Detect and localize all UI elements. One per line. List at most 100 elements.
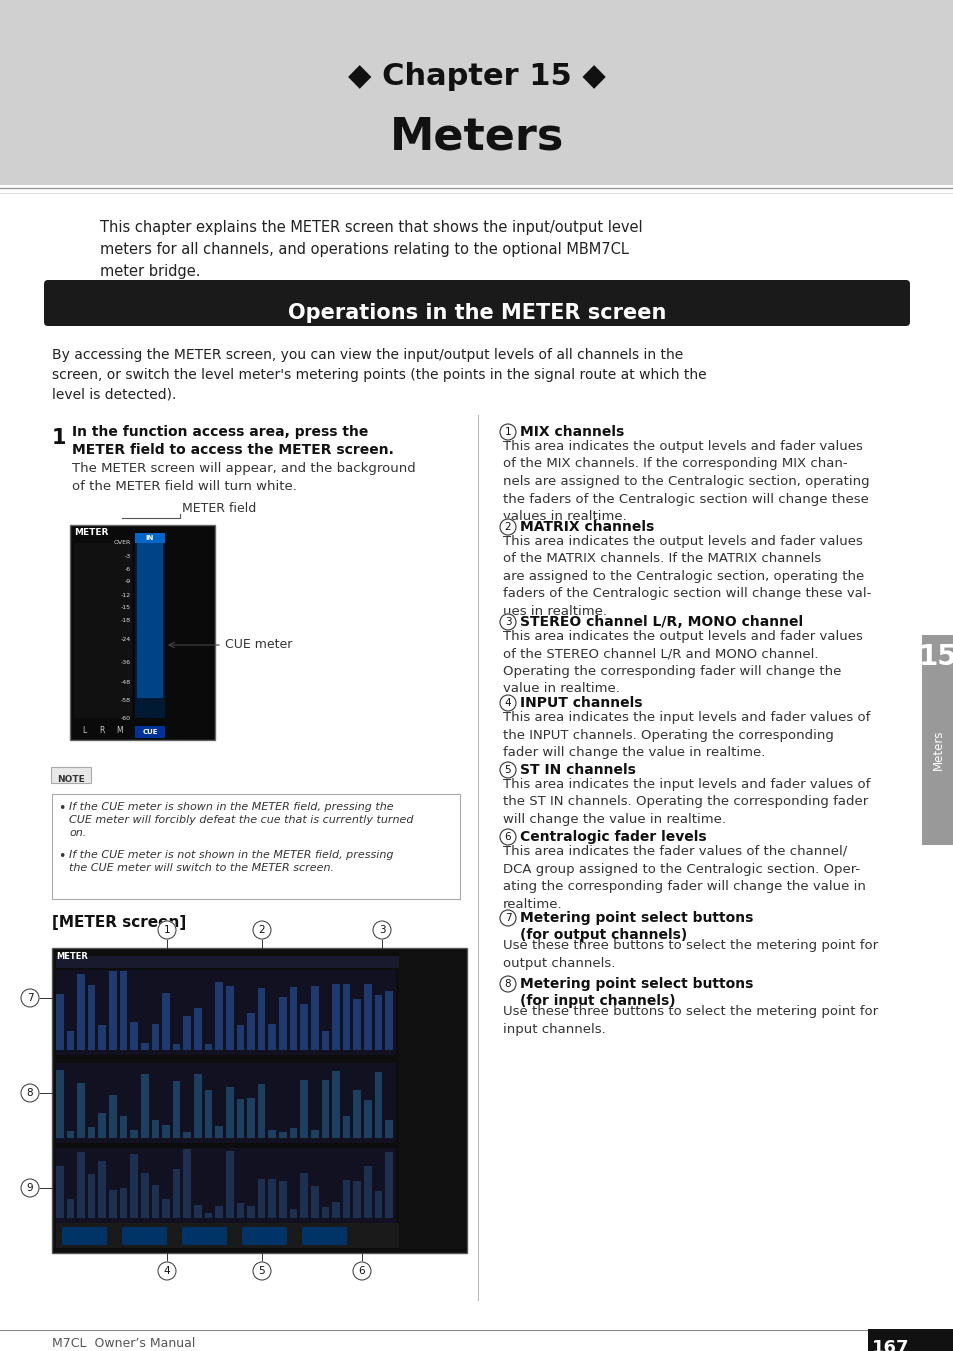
- Text: CUE: CUE: [142, 730, 157, 735]
- Bar: [52, 794, 459, 898]
- Text: Use these three buttons to select the metering point for
output channels.: Use these three buttons to select the me…: [502, 939, 877, 970]
- Bar: [311, 1186, 318, 1219]
- Bar: [67, 1198, 74, 1219]
- Bar: [279, 1181, 287, 1219]
- FancyBboxPatch shape: [51, 767, 91, 784]
- Text: -58: -58: [121, 698, 131, 703]
- Text: -18: -18: [121, 617, 131, 623]
- Text: 9: 9: [27, 1183, 33, 1193]
- Text: 167: 167: [871, 1339, 908, 1351]
- Bar: [354, 998, 361, 1050]
- Text: •: •: [58, 850, 66, 863]
- Text: If the CUE meter is not shown in the METER field, pressing
the CUE meter will sw: If the CUE meter is not shown in the MET…: [69, 850, 393, 873]
- Bar: [385, 1152, 393, 1219]
- Bar: [67, 1031, 74, 1050]
- Bar: [354, 1090, 361, 1138]
- Text: By accessing the METER screen, you can view the input/output levels of all chann: By accessing the METER screen, you can v…: [52, 349, 706, 401]
- Bar: [300, 1004, 308, 1050]
- Bar: [302, 1227, 347, 1246]
- Text: M7CL  Owner’s Manual: M7CL Owner’s Manual: [52, 1337, 195, 1350]
- Text: 5: 5: [258, 1266, 265, 1275]
- Text: 2: 2: [504, 521, 511, 532]
- Bar: [398, 952, 463, 1250]
- Bar: [152, 1024, 159, 1050]
- Text: IN: IN: [146, 535, 154, 540]
- Bar: [247, 1206, 254, 1219]
- Bar: [321, 1079, 329, 1138]
- Bar: [321, 1206, 329, 1219]
- Text: This area indicates the fader values of the channel/
DCA group assigned to the C: This area indicates the fader values of …: [502, 844, 865, 911]
- Bar: [74, 543, 132, 717]
- Bar: [342, 1116, 350, 1138]
- Bar: [56, 1223, 398, 1248]
- Bar: [56, 1148, 395, 1223]
- Bar: [236, 1098, 244, 1138]
- Text: M: M: [116, 725, 123, 735]
- Bar: [137, 543, 163, 698]
- Text: 4: 4: [504, 698, 511, 708]
- Bar: [56, 957, 462, 969]
- Text: This area indicates the input levels and fader values of
the INPUT channels. Ope: This area indicates the input levels and…: [502, 711, 869, 759]
- Text: 8: 8: [504, 979, 511, 989]
- Bar: [56, 970, 395, 1055]
- Bar: [152, 1185, 159, 1219]
- Text: Use these three buttons to select the metering point for
input channels.: Use these three buttons to select the me…: [502, 1005, 877, 1035]
- Circle shape: [499, 613, 516, 630]
- Bar: [290, 1128, 297, 1138]
- Bar: [300, 1173, 308, 1219]
- Bar: [290, 1209, 297, 1219]
- Bar: [67, 1131, 74, 1138]
- Text: This area indicates the output levels and fader values
of the MIX channels. If t: This area indicates the output levels an…: [502, 440, 869, 523]
- Bar: [268, 1179, 275, 1219]
- Circle shape: [499, 975, 516, 992]
- Text: This area indicates the output levels and fader values
of the STEREO channel L/R: This area indicates the output levels an…: [502, 630, 862, 696]
- Bar: [867, 1329, 953, 1351]
- Text: The METER screen will appear, and the background
of the METER field will turn wh: The METER screen will appear, and the ba…: [71, 462, 416, 493]
- Bar: [342, 1179, 350, 1219]
- Bar: [921, 635, 953, 844]
- Bar: [172, 1169, 180, 1219]
- Text: R: R: [99, 725, 105, 735]
- Bar: [183, 1132, 191, 1138]
- Bar: [226, 1151, 233, 1219]
- Text: In the function access area, press the
METER field to access the METER screen.: In the function access area, press the M…: [71, 426, 394, 458]
- Bar: [354, 1181, 361, 1219]
- Bar: [332, 1202, 339, 1219]
- Bar: [183, 1016, 191, 1050]
- Text: ST IN channels: ST IN channels: [519, 763, 636, 777]
- Bar: [135, 534, 165, 543]
- Circle shape: [499, 424, 516, 440]
- Text: -6: -6: [125, 567, 131, 571]
- Circle shape: [158, 1262, 175, 1279]
- Bar: [120, 1116, 127, 1138]
- Bar: [131, 1154, 138, 1219]
- Bar: [385, 992, 393, 1050]
- Bar: [215, 1206, 223, 1219]
- Circle shape: [158, 921, 175, 939]
- Text: 7: 7: [504, 913, 511, 923]
- Text: ◆ Chapter 15 ◆: ◆ Chapter 15 ◆: [348, 62, 605, 91]
- Circle shape: [499, 694, 516, 711]
- Bar: [364, 1100, 372, 1138]
- Text: OVER: OVER: [113, 540, 131, 546]
- Bar: [183, 1148, 191, 1219]
- Bar: [56, 1166, 64, 1219]
- Bar: [332, 984, 339, 1050]
- Bar: [342, 984, 350, 1050]
- Text: METER: METER: [74, 528, 109, 536]
- Bar: [120, 971, 127, 1050]
- Bar: [135, 725, 165, 738]
- Text: MATRIX channels: MATRIX channels: [519, 520, 654, 534]
- Bar: [193, 1074, 201, 1138]
- Text: MIX channels: MIX channels: [519, 426, 623, 439]
- Bar: [321, 1031, 329, 1050]
- Text: Operations in the METER screen: Operations in the METER screen: [288, 303, 665, 323]
- Text: -48: -48: [121, 681, 131, 685]
- Text: 1: 1: [164, 925, 171, 935]
- Bar: [279, 997, 287, 1050]
- Bar: [182, 1227, 227, 1246]
- Text: -3: -3: [125, 554, 131, 559]
- Bar: [215, 1125, 223, 1138]
- Bar: [109, 1190, 116, 1219]
- Bar: [364, 984, 372, 1050]
